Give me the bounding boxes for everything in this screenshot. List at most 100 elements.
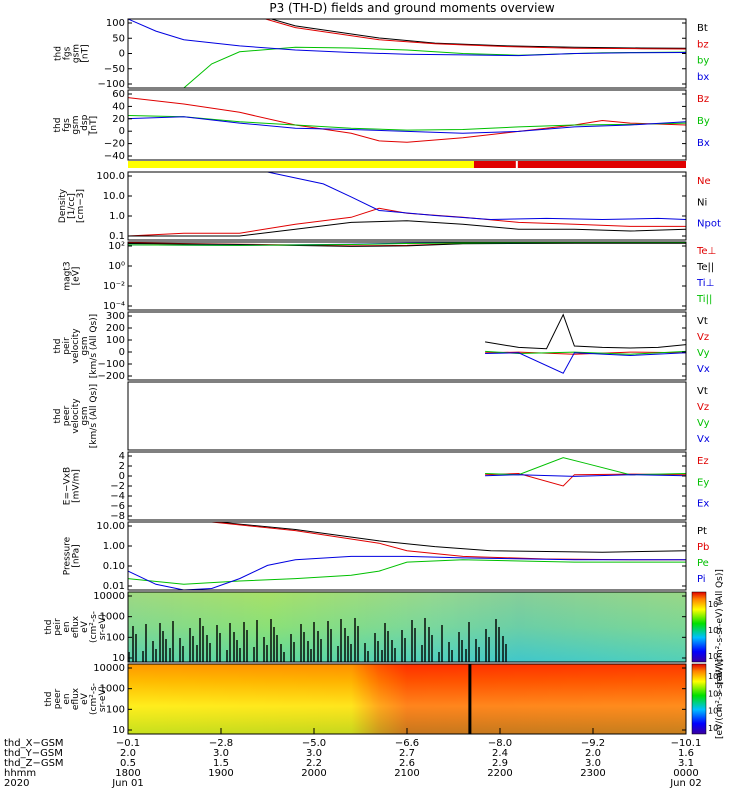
heatmap-dark-streak — [246, 630, 248, 662]
panel-7: Pt Pb Pe Pi 10.00 1.00 0.10 0.01 Pressure [nPa] — [63, 521, 710, 592]
legend-entry: Vz — [697, 402, 709, 413]
heatmap-dark-streak — [145, 624, 147, 662]
y-tick-label: −50 — [104, 64, 125, 75]
x-row-value: −2.8 — [209, 738, 233, 749]
y-tick-label: −8 — [110, 511, 125, 522]
colorbar-tick-label: 10⁶ — [708, 689, 721, 698]
plot-area — [128, 172, 686, 240]
y-tick-label: 200 — [106, 323, 125, 334]
y-tick-label: 0 — [119, 126, 125, 137]
x-row-value: 2200 — [487, 768, 512, 779]
y-axis-label: [1/cc] — [67, 193, 77, 219]
y-tick-label: −20 — [104, 139, 125, 150]
y-axis-label: gsm — [71, 115, 81, 134]
panel-5: Vt Vz Vy Vx thd peer velocity gsm [km/s (All Qs)… — [53, 381, 710, 451]
panel-frame — [127, 591, 687, 663]
legend-entry: bx — [697, 72, 709, 83]
heatmap-dark-streak — [310, 649, 312, 662]
y-axis-label: peer — [62, 405, 72, 426]
y-axis-label: thd — [54, 46, 64, 61]
plot-area — [128, 382, 686, 450]
x-row-label: 2020 — [4, 778, 29, 789]
heatmap-dark-streak — [199, 618, 201, 662]
colorbar — [691, 663, 707, 735]
heatmap-dark-streak — [209, 643, 211, 662]
y-axis-label: eflux — [71, 687, 81, 710]
y-tick-label: 100 — [106, 632, 125, 643]
x-row-value: 3.0 — [306, 748, 322, 759]
y-tick-label: 100 — [106, 335, 125, 346]
panel-2: Ne Ni Npot 100.0 10.0 1.0 0.1 Density [1/cc] [cm−… — [58, 171, 721, 242]
legend-entry: Ey — [697, 477, 709, 488]
heatmap-dark-streak — [270, 619, 272, 662]
status-bar-gap — [515, 161, 518, 168]
heatmap-dark-streak — [381, 650, 383, 662]
legend-entry: Ti⊥ — [696, 278, 714, 289]
panel-frame — [127, 89, 687, 161]
y-axis-label: sr-eV) — [98, 614, 108, 640]
heatmap-dark-streak — [169, 648, 171, 662]
heatmap-dark-streak — [438, 652, 440, 662]
legend-entry: Ti|| — [696, 294, 712, 305]
heatmap-dark-streak — [428, 627, 430, 662]
panel-frame — [127, 311, 687, 381]
y-tick-label: 10⁰ — [108, 261, 125, 272]
y-axis-label: eV — [80, 692, 90, 705]
y-axis-label: [eV] — [72, 267, 82, 286]
heatmap-dark-streak — [357, 626, 359, 662]
colorbar-tick-label: 10⁶ — [708, 600, 721, 609]
heatmap-dark-streak — [364, 643, 366, 662]
heatmap-dark-streak — [303, 632, 305, 662]
y-axis-label: gsm — [80, 406, 90, 425]
y-tick-label: 10.0 — [103, 191, 125, 202]
x-row-value: 2.2 — [306, 758, 322, 769]
series-line-Te|| — [128, 242, 686, 247]
series-line-Vt — [485, 313, 686, 350]
heatmap-dark-streak — [233, 632, 235, 662]
x-axis-labels: thd_X−GSM −0.1 −2.8 −5.0 −6.6 −8.0 −9.2 −10.1 th… — [4, 728, 702, 789]
x-row-value: 3.0 — [213, 748, 229, 759]
y-axis-label: thd — [53, 339, 63, 354]
heatmap-dark-streak — [327, 621, 329, 662]
y-tick-label: −40 — [104, 151, 125, 162]
x-row-value: 2.6 — [399, 758, 415, 769]
heatmap-dark-streak — [229, 623, 231, 662]
y-tick-label: −200 — [98, 371, 125, 382]
y-axis-label: fgs — [63, 46, 73, 60]
legend-entry: Pb — [697, 542, 709, 553]
heatmap-dark-streak — [421, 645, 423, 662]
series-group — [128, 172, 686, 237]
legend-entry: Npot — [697, 219, 721, 230]
colorbar-tick-label: 10⁴ — [708, 707, 721, 716]
x-row-value: 2.4 — [492, 748, 508, 759]
y-tick-label: 1000 — [100, 684, 125, 695]
x-row-value: −6.6 — [395, 738, 419, 749]
legend-entry: Pe — [697, 558, 709, 569]
y-axis-label: gsm — [72, 44, 82, 63]
y-tick-label: 1.00 — [103, 541, 125, 552]
heatmap-dark-streak — [202, 626, 204, 662]
y-axis-label: _dsp — [80, 114, 90, 136]
y-tick-label: −2 — [110, 481, 125, 492]
heatmap-dark-streak — [155, 649, 157, 662]
y-axis-label: peir — [62, 337, 72, 355]
heatmap-dark-streak — [344, 628, 346, 662]
x-row-value: 2300 — [580, 768, 605, 779]
y-tick-label: 100 — [106, 18, 125, 29]
y-axis-label: thd — [44, 692, 54, 707]
series-line-Pt — [217, 522, 686, 553]
y-axis-label: [nT] — [81, 44, 91, 62]
heatmap-dark-streak — [293, 642, 295, 662]
y-axis-label: [km/s (All Qs)] — [89, 314, 99, 378]
x-row-value: 2100 — [394, 768, 419, 779]
panel-6: Ez Ey Ex 420−2−4−6−8 E=−VxB [mV/m] — [63, 451, 710, 522]
y-tick-label: 0 — [119, 471, 125, 482]
colorbar-tick-label: 10⁴ — [708, 626, 721, 635]
heatmap-dark-streak — [431, 635, 433, 662]
heatmap-dark-streak — [475, 639, 477, 662]
x-row-label: thd_Y−GSM — [4, 748, 63, 759]
heatmap-dark-streak — [239, 648, 241, 662]
series-line-Ne — [128, 207, 686, 237]
panel-9: 10⁸ 10⁶ 10⁴ 10²[eV/(cm²-s-sr-eV)] 10000 1000 1… — [44, 659, 725, 739]
